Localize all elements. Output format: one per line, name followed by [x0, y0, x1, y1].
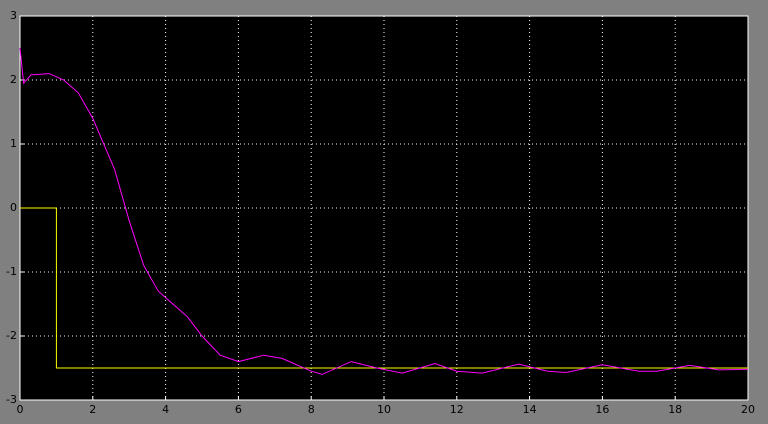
x-tick-label: 20: [741, 403, 755, 416]
y-tick-label: 0: [10, 201, 17, 214]
x-tick-label: 16: [595, 403, 609, 416]
y-tick-label: -2: [6, 329, 17, 342]
x-tick-label: 4: [162, 403, 169, 416]
y-tick-label: -1: [6, 265, 17, 278]
y-tick-label: 1: [10, 137, 17, 150]
y-tick-label: 3: [10, 9, 17, 22]
x-tick-label: 8: [308, 403, 315, 416]
y-tick-label: -3: [6, 393, 17, 406]
x-tick-label: 2: [89, 403, 96, 416]
y-tick-label: 2: [10, 73, 17, 86]
x-tick-label: 18: [668, 403, 682, 416]
x-tick-label: 0: [17, 403, 24, 416]
x-tick-label: 12: [450, 403, 464, 416]
x-tick-label: 14: [523, 403, 537, 416]
series-line: [19, 47, 749, 375]
series-line: [20, 207, 748, 369]
x-tick-label: 6: [235, 403, 242, 416]
x-tick-label: 10: [377, 403, 391, 416]
